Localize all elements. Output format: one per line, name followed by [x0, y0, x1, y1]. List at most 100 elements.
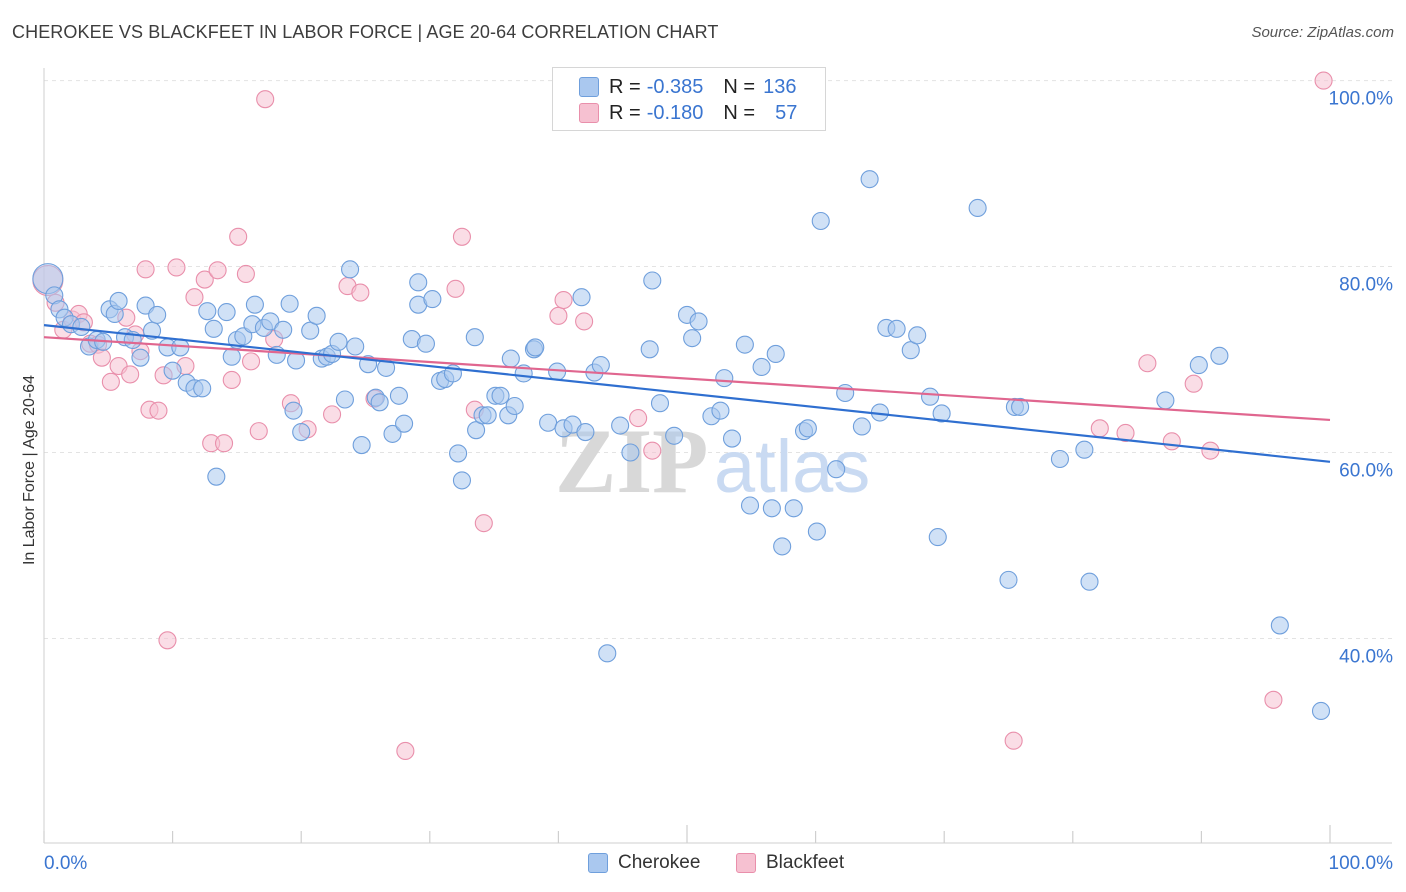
r-value: -0.180 [646, 101, 704, 124]
cherokee-point [887, 319, 906, 338]
cherokee-point [650, 394, 670, 413]
cherokee-point [491, 386, 510, 405]
blackfeet-point [351, 283, 370, 302]
blackfeet-point [1090, 419, 1109, 438]
blackfeet-point [1314, 71, 1333, 90]
blackfeet-point [241, 352, 261, 371]
watermark: ZIP atlas [555, 410, 870, 512]
blackfeet-point [1138, 354, 1157, 373]
cherokee-swatch [588, 853, 608, 873]
y-tick-label: 100.0% [1329, 89, 1394, 110]
cherokee-point [72, 317, 91, 337]
cherokee-point [798, 419, 817, 438]
cherokee-point [383, 424, 402, 443]
cherokee-point [465, 328, 484, 347]
cherokee-point [598, 644, 617, 663]
cherokee-point [860, 170, 879, 189]
cherokee-point [901, 341, 920, 360]
cherokee-point [921, 387, 940, 406]
blackfeet-point [101, 372, 120, 391]
blackfeet-point [1162, 432, 1181, 451]
cherokee-point [1075, 440, 1094, 459]
cherokee-swatch [579, 77, 599, 97]
cherokee-point [611, 416, 630, 435]
cherokee-point [234, 327, 253, 346]
cherokee-point [193, 379, 212, 398]
legend-item-cherokee[interactable]: Cherokee [588, 852, 700, 874]
cherokee-point [307, 306, 326, 325]
cherokee-point [416, 334, 435, 353]
cherokee-point [352, 436, 371, 455]
cherokee-point [526, 338, 545, 357]
blackfeet-point [549, 306, 568, 325]
cherokee-point [284, 401, 303, 420]
cherokee-point [811, 211, 830, 231]
cherokee-point [131, 348, 150, 367]
cherokee-point [572, 288, 591, 307]
cherokee-point [711, 401, 730, 420]
cherokee-point [752, 357, 771, 377]
x-tick-label: 0.0% [44, 853, 87, 874]
blackfeet-point [643, 441, 662, 460]
cherokee-point [852, 417, 871, 436]
cherokee-point [836, 383, 855, 403]
cherokee-point [501, 349, 520, 368]
legend-label-cherokee: Cherokee [618, 852, 701, 873]
cherokee-point [204, 319, 223, 338]
cherokee-point [395, 414, 414, 433]
blackfeet-point [446, 279, 465, 298]
blackfeet-point [121, 365, 140, 384]
blackfeet-points [32, 71, 1333, 761]
y-tick-label: 60.0% [1339, 461, 1393, 482]
cherokee-point [335, 390, 354, 409]
blackfeet-point [452, 227, 472, 246]
y-tick-label: 40.0% [1339, 646, 1393, 667]
blackfeet-point [236, 264, 255, 284]
cherokee-point [968, 198, 987, 218]
blackfeet-point [149, 401, 168, 420]
blackfeet-point [1264, 690, 1283, 709]
cherokee-point [999, 570, 1018, 589]
cherokee-point [301, 321, 320, 340]
blackfeet-swatch [579, 103, 599, 123]
cherokee-point [1011, 397, 1030, 416]
cherokee-point [539, 413, 558, 432]
cherokee-point [621, 443, 640, 462]
blackfeet-point [554, 290, 573, 310]
grid-layer [44, 80, 1392, 639]
x-tick-label: 100.0% [1329, 853, 1394, 874]
cherokee-point [784, 499, 803, 518]
blackfeet-point [214, 434, 234, 453]
blackfeet-point [1004, 731, 1023, 750]
cherokee-point [505, 396, 524, 416]
n-value: 57 [775, 101, 798, 124]
n-label: N = [723, 75, 756, 98]
cherokee-point [1156, 391, 1175, 410]
cherokee-point [109, 291, 128, 310]
cherokee-point [274, 320, 293, 339]
cherokee-point [346, 337, 365, 356]
cherokee-point [245, 295, 264, 314]
cherokee-point [665, 426, 684, 445]
cherokee-point [467, 421, 486, 440]
cherokee-point [591, 356, 610, 375]
cherokee-point [280, 294, 299, 313]
cherokee-point [370, 393, 389, 412]
cherokee-point [207, 467, 226, 486]
legend-item-blackfeet[interactable]: Blackfeet [736, 852, 844, 874]
cherokee-point [423, 290, 442, 309]
cherokee-point [163, 361, 182, 380]
cherokee-point [715, 369, 734, 388]
cherokee-point [1270, 616, 1289, 635]
cherokee-point [640, 340, 659, 359]
blackfeet-swatch [736, 853, 756, 873]
blackfeet-point [323, 405, 342, 424]
source-label: Source: ZipAtlas.com [1251, 24, 1394, 41]
blackfeet-point [185, 288, 204, 307]
cherokee-point [928, 528, 947, 547]
blackfeet-point [195, 270, 214, 289]
cherokee-point [766, 344, 785, 363]
r-label: R = [609, 75, 641, 98]
cherokee-point [341, 260, 360, 279]
cherokee-point [198, 302, 217, 321]
